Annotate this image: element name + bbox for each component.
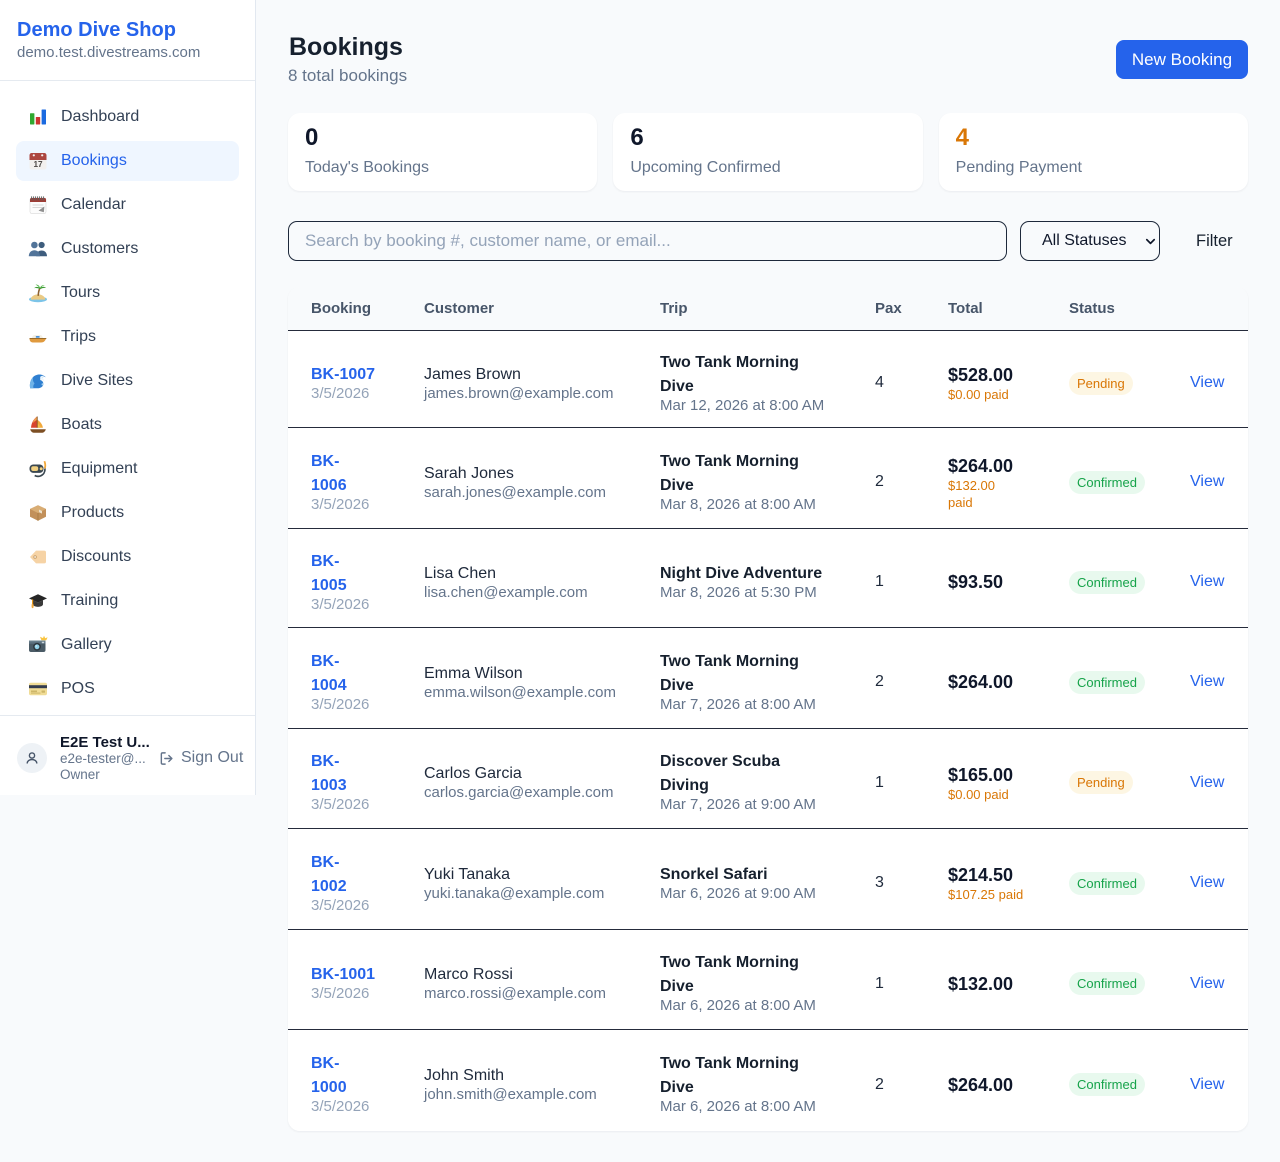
svg-text:17: 17 <box>33 160 43 169</box>
